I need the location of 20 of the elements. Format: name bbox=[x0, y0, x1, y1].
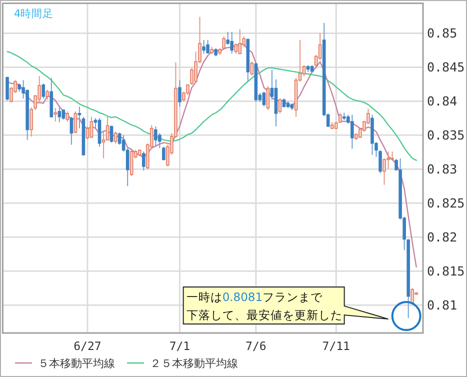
y-tick-label: 0.81 bbox=[427, 298, 458, 313]
y-tick-label: 0.85 bbox=[427, 26, 458, 41]
annotation: 下落して、最安値を更新した bbox=[186, 308, 342, 322]
y-tick-label: 0.815 bbox=[427, 264, 465, 279]
y-tick-label: 0.83 bbox=[427, 162, 458, 177]
annotation: 一時は0.8081フランまで bbox=[186, 290, 324, 304]
x-tick-label: 7/1 bbox=[169, 339, 190, 353]
legend-label: ５本移動平均線 bbox=[38, 357, 115, 370]
x-tick-label: 7/11 bbox=[322, 339, 350, 353]
callout: 一時は0.8081フランまで 下落して、最安値を更新した bbox=[182, 286, 389, 325]
y-tick-label: 0.845 bbox=[427, 60, 465, 75]
x-tick-label: 6/27 bbox=[74, 339, 102, 353]
legend-label: ２５本移動平均線 bbox=[150, 357, 238, 370]
y-tick-label: 0.84 bbox=[427, 94, 458, 109]
text: 4時間足 bbox=[14, 7, 54, 20]
x-tick-label: 7/6 bbox=[246, 339, 266, 353]
y-tick-label: 0.825 bbox=[427, 196, 465, 211]
line-series bbox=[6, 50, 417, 161]
y-tick-label: 0.835 bbox=[427, 128, 465, 143]
y-tick-label: 0.82 bbox=[427, 230, 458, 245]
